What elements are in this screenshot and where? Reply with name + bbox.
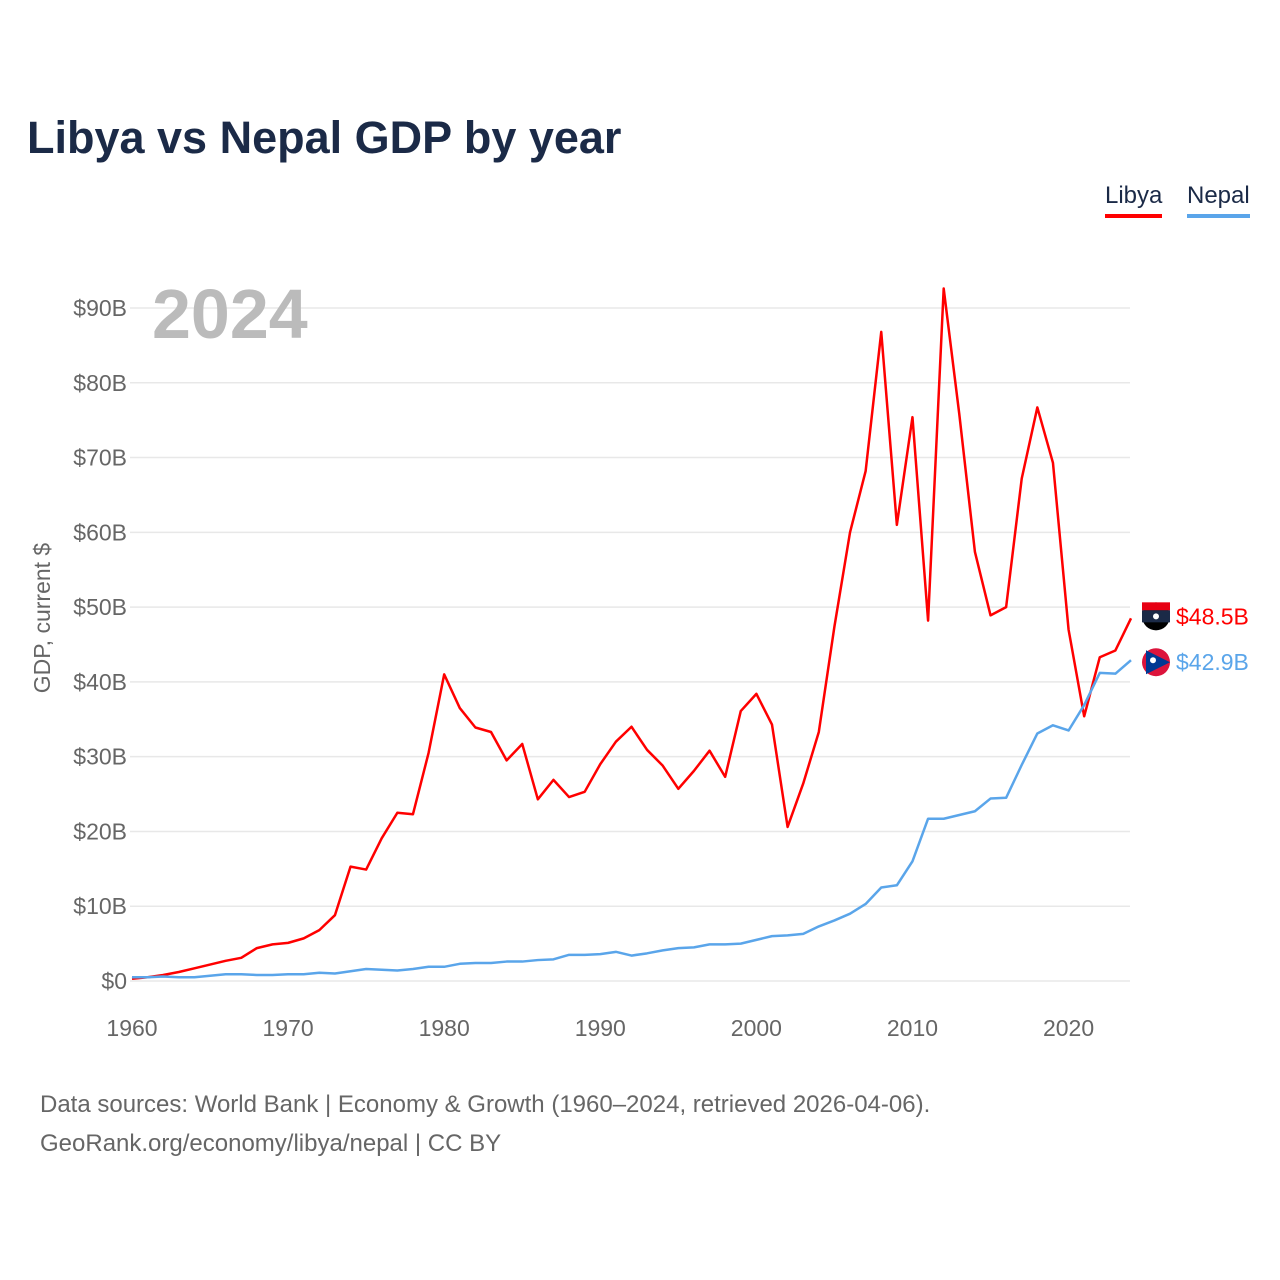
end-value-label-libya: $48.5B: [1176, 603, 1249, 629]
flag-icon-nepal: [1142, 648, 1170, 677]
year-label: 2024: [152, 275, 308, 353]
flag-icon-libya: [1142, 602, 1170, 631]
series-line-libya: [131, 287, 1133, 981]
x-tick-label: 1990: [575, 1015, 626, 1041]
y-tick-label: $70B: [73, 445, 127, 471]
legend-item-nepal[interactable]: Nepal: [1187, 182, 1250, 218]
x-tick-label: 1970: [263, 1015, 314, 1041]
y-tick-label: $0: [101, 968, 127, 994]
flag-crescent: [1153, 613, 1159, 620]
source-link[interactable]: GeoRank.org/economy/libya/nepal | CC BY: [40, 1130, 502, 1157]
y-tick-label: $50B: [73, 594, 127, 620]
legend-item-libya[interactable]: Libya: [1105, 182, 1163, 218]
x-tick-label: 1980: [419, 1015, 470, 1041]
flag-sun: [1150, 657, 1156, 664]
flag-shape: [1146, 650, 1170, 675]
x-tick-label: 2020: [1043, 1015, 1094, 1041]
footer-source: Data sources: World Bank | Economy & Gro…: [40, 1085, 930, 1163]
series-line-nepal: [132, 659, 1132, 979]
y-tick-label: $30B: [73, 744, 127, 770]
y-tick-label: $10B: [73, 893, 127, 919]
y-tick-label: $20B: [73, 818, 127, 844]
chart-title: Libya vs Nepal GDP by year: [27, 112, 622, 163]
source-line: Data sources: World Bank | Economy & Gro…: [40, 1091, 931, 1118]
y-tick-label: $80B: [73, 370, 127, 396]
flag-stripe: [1142, 602, 1170, 611]
x-tick-label: 1960: [106, 1015, 157, 1041]
x-tick-label: 2000: [731, 1015, 782, 1041]
x-tick-label: 2010: [887, 1015, 938, 1041]
y-tick-label: $40B: [73, 669, 127, 695]
y-axis-label: GDP, current $: [29, 543, 55, 694]
end-value-label-nepal: $42.9B: [1176, 649, 1249, 675]
y-tick-label: $90B: [73, 295, 127, 321]
y-tick-label: $60B: [73, 519, 127, 545]
